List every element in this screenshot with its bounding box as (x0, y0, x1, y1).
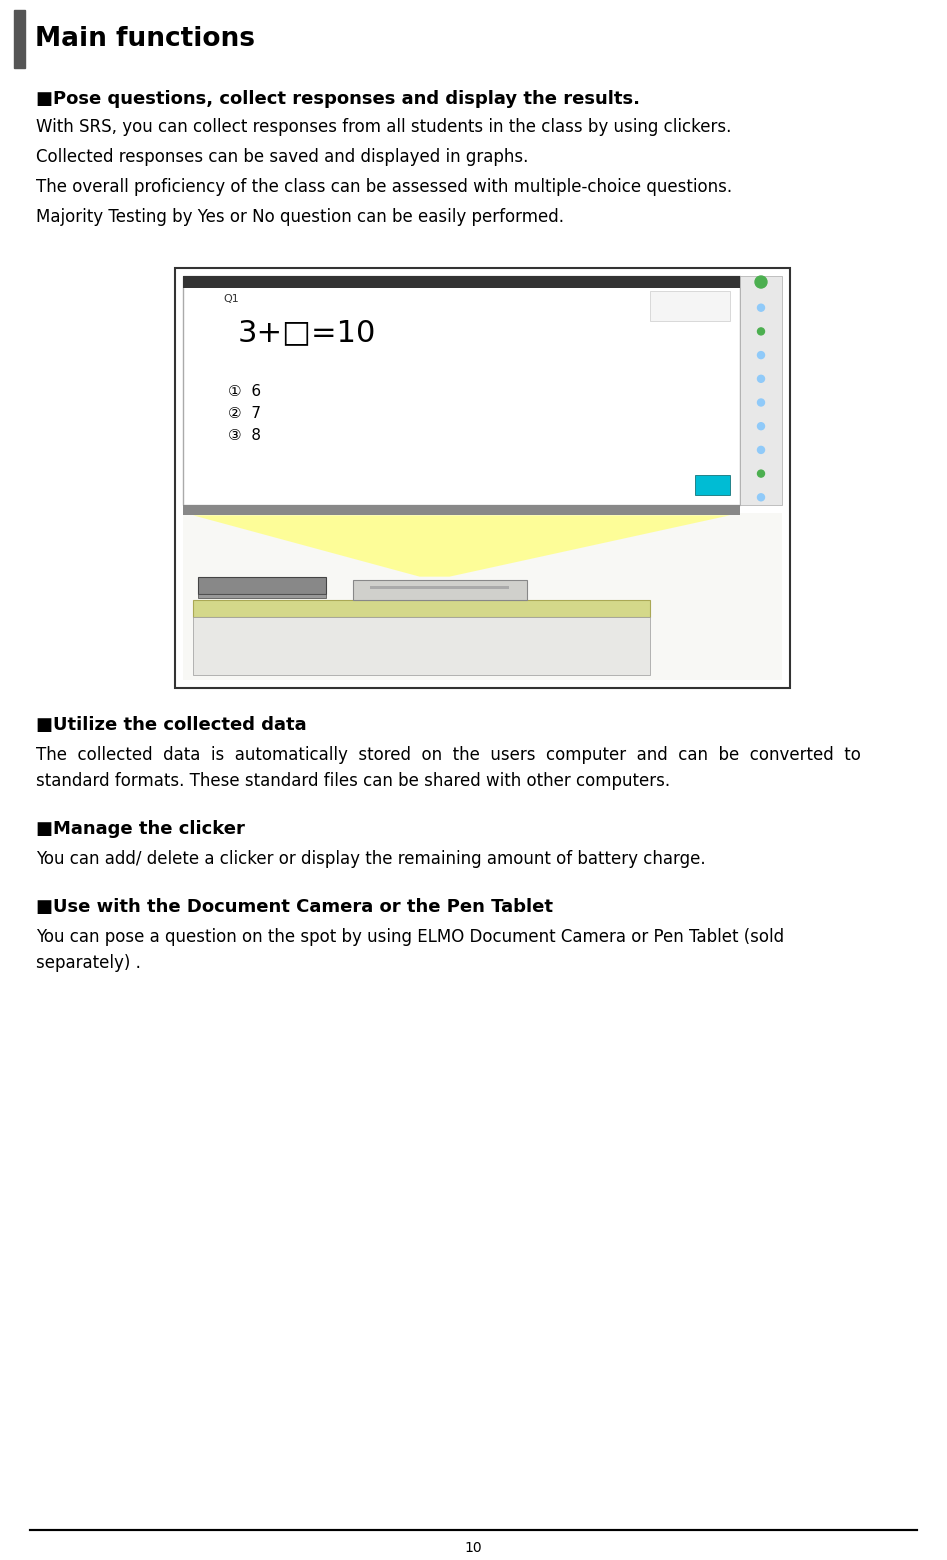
Text: Main functions: Main functions (35, 27, 255, 51)
Bar (198, 594, 326, 599)
Circle shape (758, 281, 764, 287)
Text: With SRS, you can collect responses from all students in the class by using clic: With SRS, you can collect responses from… (36, 119, 731, 136)
Text: ①  6: ① 6 (228, 384, 261, 399)
Text: standard formats. These standard files can be shared with other computers.: standard formats. These standard files c… (36, 772, 670, 789)
Bar (740, 276, 782, 505)
Circle shape (758, 470, 764, 477)
Text: You can add/ delete a clicker or display the remaining amount of battery charge.: You can add/ delete a clicker or display… (36, 850, 706, 867)
Circle shape (758, 328, 764, 335)
Bar (193, 601, 651, 616)
Text: 10: 10 (465, 1541, 482, 1555)
Circle shape (755, 276, 767, 289)
Circle shape (758, 351, 764, 359)
Text: The overall proficiency of the class can be assessed with multiple-choice questi: The overall proficiency of the class can… (36, 178, 732, 197)
Text: Q1: Q1 (223, 293, 239, 304)
Circle shape (758, 446, 764, 454)
Bar (183, 505, 740, 515)
Text: Majority Testing by Yes or No question can be easily performed.: Majority Testing by Yes or No question c… (36, 207, 564, 226)
Text: ③  8: ③ 8 (228, 427, 261, 443)
Bar (183, 276, 740, 289)
Bar (353, 580, 527, 601)
Polygon shape (193, 515, 730, 577)
Text: ■Pose questions, collect responses and display the results.: ■Pose questions, collect responses and d… (36, 90, 640, 108)
Bar (695, 476, 730, 496)
Text: ■Use with the Document Camera or the Pen Tablet: ■Use with the Document Camera or the Pen… (36, 899, 553, 916)
Circle shape (758, 495, 764, 501)
Circle shape (758, 423, 764, 429)
Bar (14, 9, 25, 69)
Circle shape (758, 399, 764, 406)
Bar (193, 616, 651, 675)
Text: The  collected  data  is  automatically  stored  on  the  users  computer  and  : The collected data is automatically stor… (36, 746, 861, 764)
Bar (183, 276, 740, 505)
Circle shape (758, 304, 764, 310)
Bar (183, 513, 782, 680)
Text: ■Utilize the collected data: ■Utilize the collected data (36, 716, 307, 735)
Bar (175, 268, 790, 688)
Text: Collected responses can be saved and displayed in graphs.: Collected responses can be saved and dis… (36, 148, 528, 165)
Bar (370, 587, 509, 590)
Text: ■Manage the clicker: ■Manage the clicker (36, 821, 245, 838)
Bar (650, 292, 730, 321)
Bar (198, 577, 326, 594)
Text: You can pose a question on the spot by using ELMO Document Camera or Pen Tablet : You can pose a question on the spot by u… (36, 928, 784, 945)
Circle shape (758, 376, 764, 382)
Text: ②  7: ② 7 (228, 406, 261, 421)
Text: separately) .: separately) . (36, 955, 141, 972)
Text: 3+□=10: 3+□=10 (238, 318, 376, 346)
